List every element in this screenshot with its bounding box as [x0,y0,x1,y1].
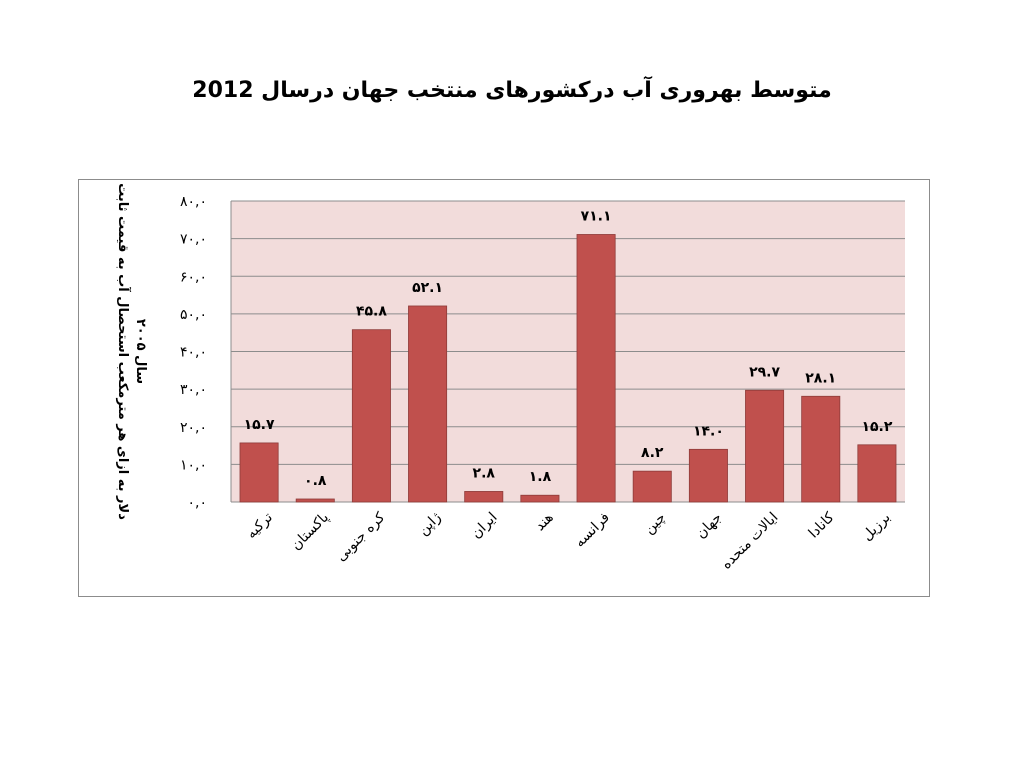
value-labels: ۱۵.۷ ۰.۸ ۴۵.۸ ۵۲.۱ ۲.۸ ۱.۸ ۷۱.۱ ۸.۲ ۱۴.۰ ۲۹.۷ ۲۸.۱… [244,208,893,489]
y-axis-ticks: ۰,۰ ۱۰,۰ ۲۰,۰ ۳۰,۰ ۴۰,۰ ۵۰,۰ ۶۰,۰ ۷۰,۰ ۸۰,۰ [180,194,207,511]
bar [801,395,841,503]
y-axis-label-line: سال ۲۰۰۵ [133,319,148,384]
slide-title: متوسط بهروری آب درکشورهای منتخب جهان درس… [192,78,832,103]
x-tick-label: فرانسه [572,510,613,551]
x-tick-label: چین [641,510,669,538]
x-tick-label: ایران [468,510,500,542]
data-label: ۱۵.۷ [244,417,275,433]
x-tick-label: ترکیه [243,509,276,542]
bar [857,444,897,503]
bar [632,470,672,503]
x-tick-label: برزیل [859,510,894,545]
bar [688,448,728,503]
x-tick-label: کره جنوبی [333,509,388,564]
y-axis-label-line: دلار به ازای هر مترمکعب استحصال آب به قی… [115,183,132,520]
chart-frame: ۰,۰ ۱۰,۰ ۲۰,۰ ۳۰,۰ ۴۰,۰ ۵۰,۰ ۶۰,۰ ۷۰,۰ ۸۰,۰ ۱۵.۷… [78,179,930,597]
x-tick-label: هند [532,510,557,535]
bar [576,234,616,503]
y-tick-label: ۴۰,۰ [180,345,207,361]
bar [295,498,335,503]
bar [408,305,448,503]
data-label: ۷۱.۱ [581,208,612,224]
x-tick-label: ژاپن [415,509,444,538]
bar-chart: ۰,۰ ۱۰,۰ ۲۰,۰ ۳۰,۰ ۴۰,۰ ۵۰,۰ ۶۰,۰ ۷۰,۰ ۸۰,۰ ۱۵.۷… [115,183,905,573]
bar [745,389,785,503]
y-axis-label: دلار به ازای هر مترمکعب استحصال آب به قی… [115,183,148,520]
data-label: ۱۴.۰ [693,423,724,439]
bar [239,442,279,503]
y-tick-label: ۰,۰ [188,495,208,511]
y-tick-label: ۶۰,۰ [180,269,207,285]
gridlines [230,200,905,503]
category-labels: ترکیه پاکستان کره جنوبی ژاپن ایران هند فرانسه چ… [243,509,893,572]
data-label: ۰.۸ [304,473,327,489]
y-tick-label: ۷۰,۰ [180,232,207,248]
data-label: ۵۲.۱ [412,280,443,296]
data-label: ۱.۸ [529,469,552,485]
data-label: ۴۵.۸ [356,304,387,320]
data-label: ۸.۲ [641,445,664,461]
data-label: ۲.۸ [473,465,496,481]
bar [520,494,560,503]
x-tick-label: جهان [693,510,725,542]
x-tick-label: ایالات متحده [718,510,781,573]
y-tick-label: ۸۰,۰ [180,194,207,210]
bar [351,329,391,503]
data-label: ۱۵.۲ [861,419,892,435]
x-tick-label: پاکستان [288,509,332,553]
bar [464,491,504,503]
y-tick-label: ۳۰,۰ [180,382,207,398]
y-tick-label: ۵۰,۰ [180,307,207,323]
x-tick-label: کانادا [806,509,838,541]
data-label: ۲۸.۱ [805,370,836,386]
y-tick-label: ۱۰,۰ [180,457,207,473]
y-tick-label: ۲۰,۰ [180,420,207,436]
bars [239,234,897,503]
data-label: ۲۹.۷ [749,364,780,380]
